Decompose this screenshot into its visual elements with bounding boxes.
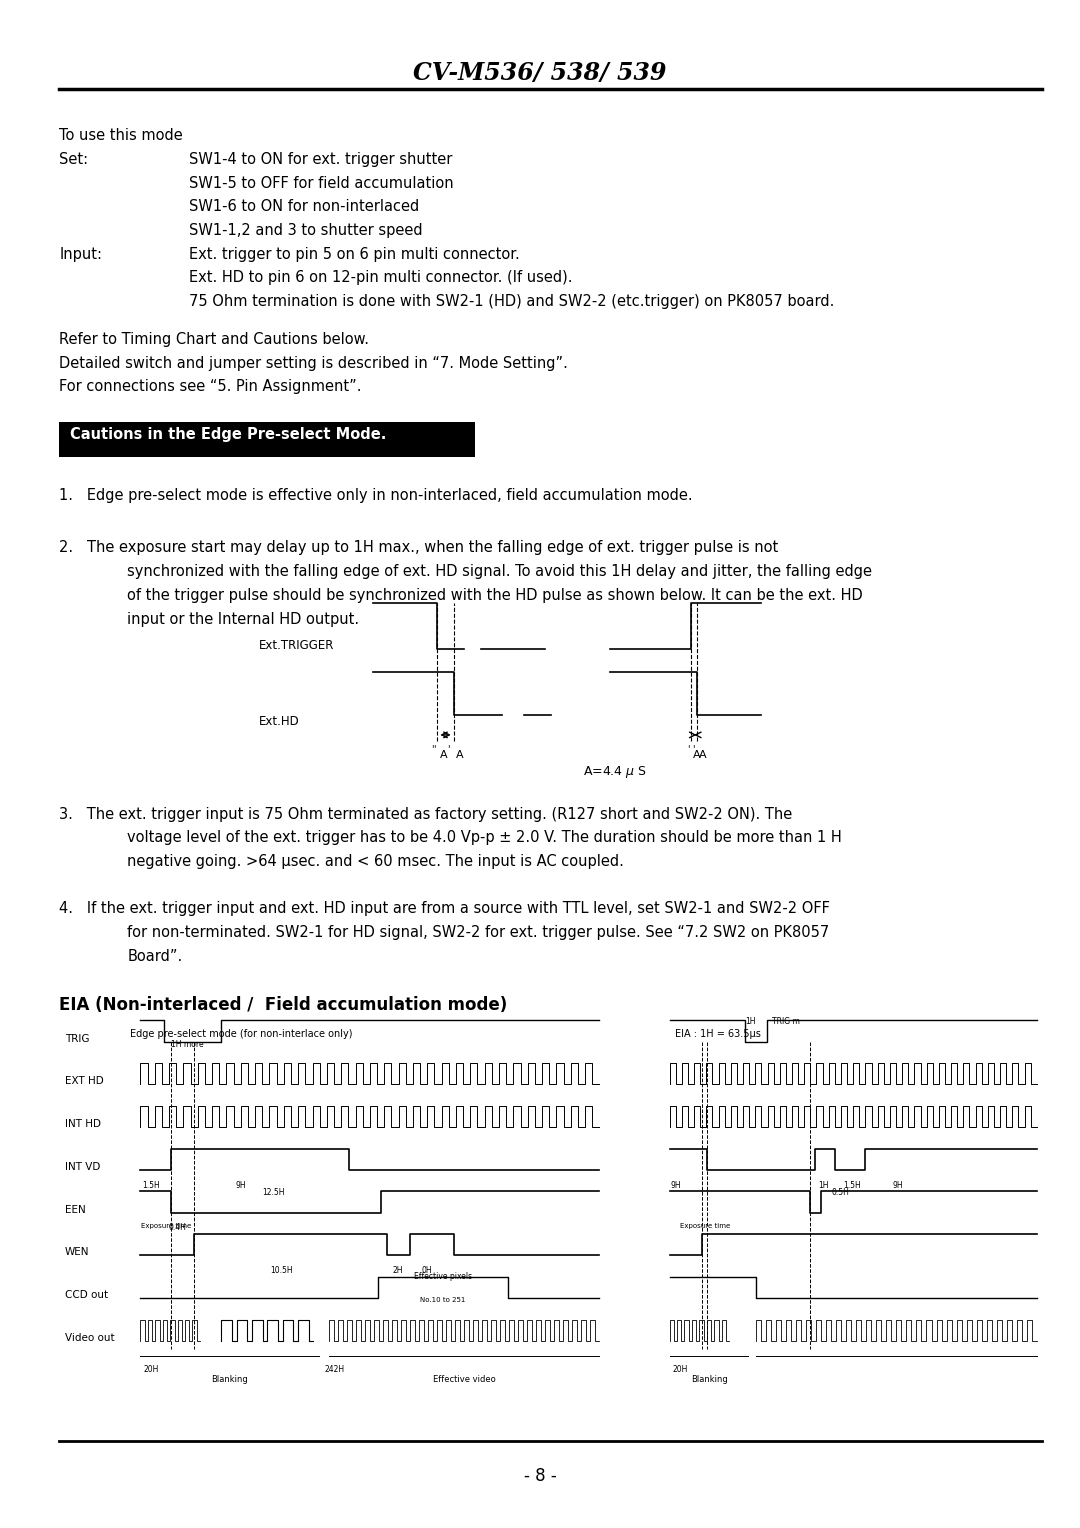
Text: Set:: Set:	[59, 151, 89, 167]
Text: For connections see “5. Pin Assignment”.: For connections see “5. Pin Assignment”.	[59, 379, 362, 394]
Text: ': '	[431, 744, 433, 753]
Text: A: A	[693, 750, 701, 759]
Text: No.10 to 251: No.10 to 251	[420, 1297, 465, 1303]
Text: 1H: 1H	[745, 1018, 756, 1027]
Text: ': '	[433, 744, 435, 753]
Text: ': '	[447, 744, 449, 753]
Text: 10.5H: 10.5H	[270, 1267, 293, 1276]
Text: 12.5H: 12.5H	[262, 1189, 285, 1198]
Text: EXT HD: EXT HD	[65, 1076, 104, 1086]
Text: CCD out: CCD out	[65, 1290, 108, 1300]
Text: INT VD: INT VD	[65, 1161, 100, 1172]
Text: 1H: 1H	[819, 1181, 829, 1190]
Text: 9H: 9H	[235, 1181, 246, 1190]
Text: INT HD: INT HD	[65, 1118, 100, 1129]
Text: To use this mode: To use this mode	[59, 128, 184, 144]
Text: 242H: 242H	[324, 1366, 345, 1375]
Text: input or the Internal HD output.: input or the Internal HD output.	[127, 611, 360, 626]
Text: Edge pre-select mode (for non-interlace only): Edge pre-select mode (for non-interlace …	[130, 1030, 352, 1039]
Text: 0.5H: 0.5H	[832, 1189, 850, 1198]
Text: 9H: 9H	[671, 1181, 681, 1190]
Text: Exposure time: Exposure time	[680, 1224, 731, 1230]
Text: 0.4H: 0.4H	[168, 1224, 187, 1233]
Text: ': '	[687, 744, 689, 753]
Text: A: A	[440, 750, 447, 759]
Text: Exposure time: Exposure time	[141, 1224, 192, 1230]
Text: SW1-1,2 and 3 to shutter speed: SW1-1,2 and 3 to shutter speed	[189, 223, 422, 238]
Text: synchronized with the falling edge of ext. HD signal. To avoid this 1H delay and: synchronized with the falling edge of ex…	[127, 564, 873, 579]
Text: voltage level of the ext. trigger has to be 4.0 Vp-p ± 2.0 V. The duration shoul: voltage level of the ext. trigger has to…	[127, 830, 842, 845]
Text: of the trigger pulse should be synchronized with the HD pulse as shown below. It: of the trigger pulse should be synchroni…	[127, 588, 863, 604]
Text: Input:: Input:	[59, 246, 103, 261]
Text: Effective video: Effective video	[433, 1375, 496, 1384]
Text: Ext. HD to pin 6 on 12-pin multi connector. (If used).: Ext. HD to pin 6 on 12-pin multi connect…	[189, 270, 572, 286]
Text: 4.   If the ext. trigger input and ext. HD input are from a source with TTL leve: 4. If the ext. trigger input and ext. HD…	[59, 902, 831, 917]
Text: 1.   Edge pre-select mode is effective only in non-interlaced, field accumulatio: 1. Edge pre-select mode is effective onl…	[59, 489, 693, 503]
Text: Refer to Timing Chart and Cautions below.: Refer to Timing Chart and Cautions below…	[59, 332, 369, 347]
Bar	[59, 422, 475, 457]
Text: Effective pixels: Effective pixels	[414, 1273, 472, 1282]
Text: 9H: 9H	[892, 1181, 903, 1190]
Text: 2.   The exposure start may delay up to 1H max., when the falling edge of ext. t: 2. The exposure start may delay up to 1H…	[59, 541, 779, 556]
Text: 1.5H: 1.5H	[143, 1181, 160, 1190]
Text: Detailed switch and jumper setting is described in “7. Mode Setting”.: Detailed switch and jumper setting is de…	[59, 356, 568, 371]
Text: ': '	[692, 744, 694, 753]
Text: A: A	[456, 750, 463, 759]
Text: 2H: 2H	[392, 1267, 403, 1276]
Text: EIA : 1H = 63.5μs: EIA : 1H = 63.5μs	[675, 1030, 761, 1039]
Text: Cautions in the Edge Pre-select Mode.: Cautions in the Edge Pre-select Mode.	[70, 426, 387, 442]
Text: 1.5H: 1.5H	[843, 1181, 861, 1190]
Text: Ext. trigger to pin 5 on 6 pin multi connector.: Ext. trigger to pin 5 on 6 pin multi con…	[189, 246, 519, 261]
Text: Blanking: Blanking	[211, 1375, 248, 1384]
Text: SW1-5 to OFF for field accumulation: SW1-5 to OFF for field accumulation	[189, 176, 454, 191]
Text: 75 Ohm termination is done with SW2-1 (HD) and SW2-2 (etc.trigger) on PK8057 boa: 75 Ohm termination is done with SW2-1 (H…	[189, 293, 835, 309]
Text: 0H: 0H	[421, 1267, 432, 1276]
Text: 20H: 20H	[673, 1366, 688, 1375]
Text: Video out: Video out	[65, 1332, 114, 1343]
Text: TRIG: TRIG	[65, 1033, 90, 1044]
Text: WEN: WEN	[65, 1247, 90, 1258]
Text: A=4.4 $\mu$ S: A=4.4 $\mu$ S	[583, 764, 647, 779]
Text: SW1-6 to ON for non-interlaced: SW1-6 to ON for non-interlaced	[189, 199, 419, 214]
Text: negative going. >64 μsec. and < 60 msec. The input is AC coupled.: negative going. >64 μsec. and < 60 msec.…	[127, 854, 624, 869]
Text: EIA (Non-interlaced /  Field accumulation mode): EIA (Non-interlaced / Field accumulation…	[59, 996, 508, 1015]
Text: for non-terminated. SW2-1 for HD signal, SW2-2 for ext. trigger pulse. See “7.2 : for non-terminated. SW2-1 for HD signal,…	[127, 924, 829, 940]
Text: Ext.TRIGGER: Ext.TRIGGER	[259, 639, 335, 651]
Text: Ext.HD: Ext.HD	[259, 715, 300, 727]
Text: 20H: 20H	[144, 1366, 159, 1375]
Text: SW1-4 to ON for ext. trigger shutter: SW1-4 to ON for ext. trigger shutter	[189, 151, 453, 167]
Text: 1H more: 1H more	[171, 1041, 203, 1050]
Text: Blanking: Blanking	[690, 1375, 728, 1384]
Text: - 8 -: - 8 -	[524, 1467, 556, 1485]
Text: TRIG m: TRIG m	[772, 1018, 800, 1027]
Text: Board”.: Board”.	[127, 949, 183, 964]
Text: EEN: EEN	[65, 1204, 85, 1215]
Text: CV-M536/ 538/ 539: CV-M536/ 538/ 539	[414, 61, 666, 86]
Text: 3.   The ext. trigger input is 75 Ohm terminated as factory setting. (R127 short: 3. The ext. trigger input is 75 Ohm term…	[59, 807, 793, 822]
Text: A: A	[699, 750, 706, 759]
